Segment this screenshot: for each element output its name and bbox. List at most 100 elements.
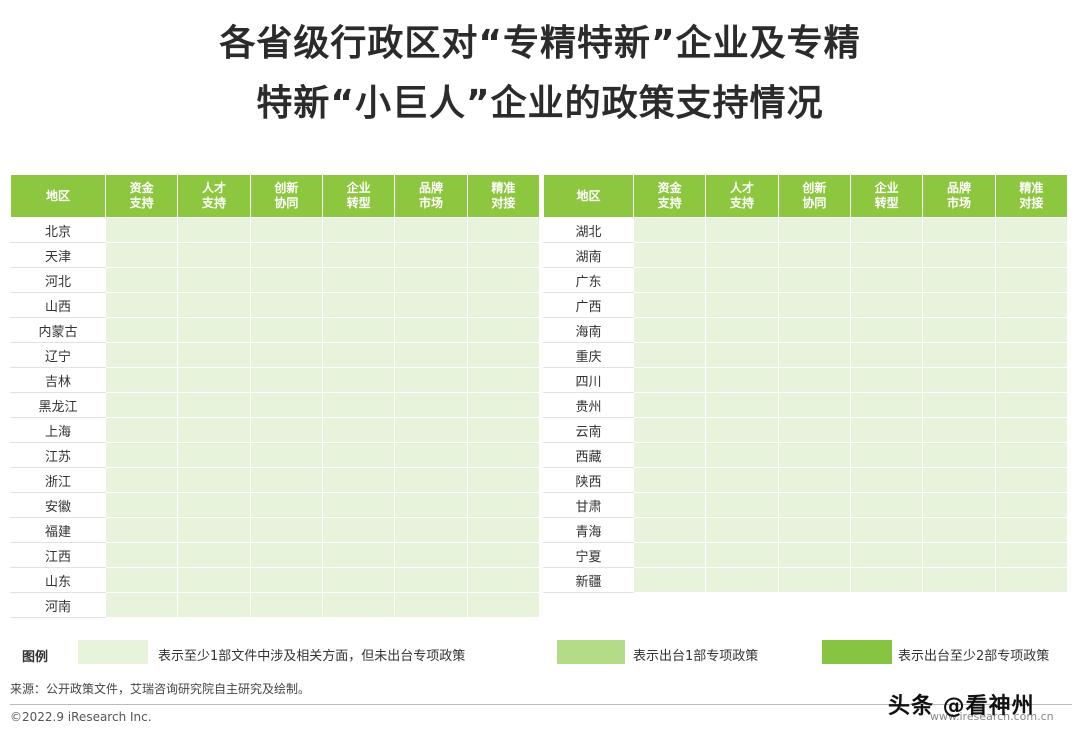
table-row: 江苏	[10, 442, 541, 468]
heatmap-cell	[632, 442, 707, 468]
legend-swatch-level-2	[822, 640, 892, 664]
heatmap-cell	[632, 367, 707, 393]
table-row: 青海	[543, 517, 1069, 543]
site-url: www.iresearch.com.cn	[930, 710, 1054, 723]
heatmap-cell	[104, 292, 179, 318]
column-header-2: 人才 支持	[177, 174, 251, 218]
heatmap-cell	[994, 467, 1069, 493]
column-header-3: 创新 协同	[249, 174, 323, 218]
heatmap-cell	[849, 542, 924, 568]
heatmap-cell	[321, 217, 396, 243]
table-row: 河北	[10, 267, 541, 293]
table-row: 北京	[10, 217, 541, 243]
region-label: 海南	[543, 317, 634, 343]
region-label: 新疆	[543, 567, 634, 593]
heatmap-cell	[177, 392, 251, 418]
heatmap-cell	[994, 517, 1069, 543]
region-label: 上海	[10, 417, 106, 443]
heatmap-cell	[705, 342, 779, 368]
heatmap-cell	[705, 392, 779, 418]
heatmap-cell	[849, 242, 924, 268]
region-label: 河北	[10, 267, 106, 293]
copyright-text: ©2022.9 iResearch Inc.	[10, 710, 152, 724]
region-label: 江苏	[10, 442, 106, 468]
heatmap-cell	[705, 542, 779, 568]
heatmap-cell	[394, 242, 468, 268]
heatmap-cell	[777, 217, 851, 243]
heatmap-cell	[994, 292, 1069, 318]
heatmap-cell	[922, 217, 996, 243]
heatmap-cell	[994, 542, 1069, 568]
heatmap-cell	[466, 242, 541, 268]
heatmap-cell	[394, 467, 468, 493]
region-label: 广东	[543, 267, 634, 293]
heatmap-cell	[249, 567, 323, 593]
heatmap-cell	[777, 242, 851, 268]
heatmap-cell	[849, 342, 924, 368]
heatmap-cell	[249, 267, 323, 293]
heatmap-cell	[104, 417, 179, 443]
heatmap-cell	[994, 392, 1069, 418]
region-label: 黑龙江	[10, 392, 106, 418]
heatmap-cell	[777, 542, 851, 568]
heatmap-cell	[994, 242, 1069, 268]
watermark: 头条 @看神州	[888, 694, 1035, 719]
heatmap-cell	[632, 392, 707, 418]
table-row: 四川	[543, 367, 1069, 393]
heatmap-cell	[632, 517, 707, 543]
heatmap-cell	[705, 267, 779, 293]
heatmap-cell	[922, 567, 996, 593]
heatmap-cell	[249, 442, 323, 468]
heatmap-cell	[705, 492, 779, 518]
column-header-5: 品牌 市场	[394, 174, 468, 218]
table-row: 新疆	[543, 567, 1069, 593]
heatmap-cell	[632, 417, 707, 443]
heatmap-cell	[249, 242, 323, 268]
table-row: 辽宁	[10, 342, 541, 368]
heatmap-cell	[249, 492, 323, 518]
heatmap-cell	[104, 517, 179, 543]
heatmap-cell	[994, 442, 1069, 468]
heatmap-cell	[777, 417, 851, 443]
heatmap-cell	[994, 342, 1069, 368]
heatmap-cell	[321, 492, 396, 518]
legend-label-level-1: 表示出台1部专项政策	[633, 649, 759, 664]
heatmap-cell	[849, 492, 924, 518]
region-label: 天津	[10, 242, 106, 268]
region-label: 广西	[543, 292, 634, 318]
heatmap-cell	[249, 367, 323, 393]
heatmap-cell	[394, 292, 468, 318]
heatmap-cell	[849, 467, 924, 493]
heatmap-cell	[177, 367, 251, 393]
table-row: 吉林	[10, 367, 541, 393]
heatmap-cell	[394, 542, 468, 568]
region-label: 青海	[543, 517, 634, 543]
heatmap-cell	[466, 417, 541, 443]
heatmap-cell	[394, 367, 468, 393]
heatmap-cell	[394, 217, 468, 243]
column-header-6: 精准 对接	[994, 174, 1069, 218]
heatmap-cell	[777, 442, 851, 468]
heatmap-cell	[466, 217, 541, 243]
heatmap-cell	[466, 442, 541, 468]
heatmap-cell	[249, 517, 323, 543]
heatmap-cell	[104, 542, 179, 568]
heatmap-cell	[249, 592, 323, 618]
page-title-line-2: 特新“小巨人”企业的政策支持情况	[256, 83, 824, 124]
table-row: 海南	[543, 317, 1069, 343]
heatmap-cell	[321, 417, 396, 443]
heatmap-cell	[705, 317, 779, 343]
heatmap-cell	[177, 242, 251, 268]
heatmap-cell	[177, 417, 251, 443]
heatmap-cell	[466, 392, 541, 418]
heatmap-cell	[922, 367, 996, 393]
table-row: 西藏	[543, 442, 1069, 468]
heatmap-cell	[321, 267, 396, 293]
legend-label-level-0: 表示至少1部文件中涉及相关方面，但未出台专项政策	[158, 649, 466, 664]
heatmap-cell	[632, 267, 707, 293]
heatmap-cell	[466, 367, 541, 393]
region-label: 辽宁	[10, 342, 106, 368]
heatmap-cell	[394, 267, 468, 293]
heatmap-cell	[994, 317, 1069, 343]
region-label: 山东	[10, 567, 106, 593]
